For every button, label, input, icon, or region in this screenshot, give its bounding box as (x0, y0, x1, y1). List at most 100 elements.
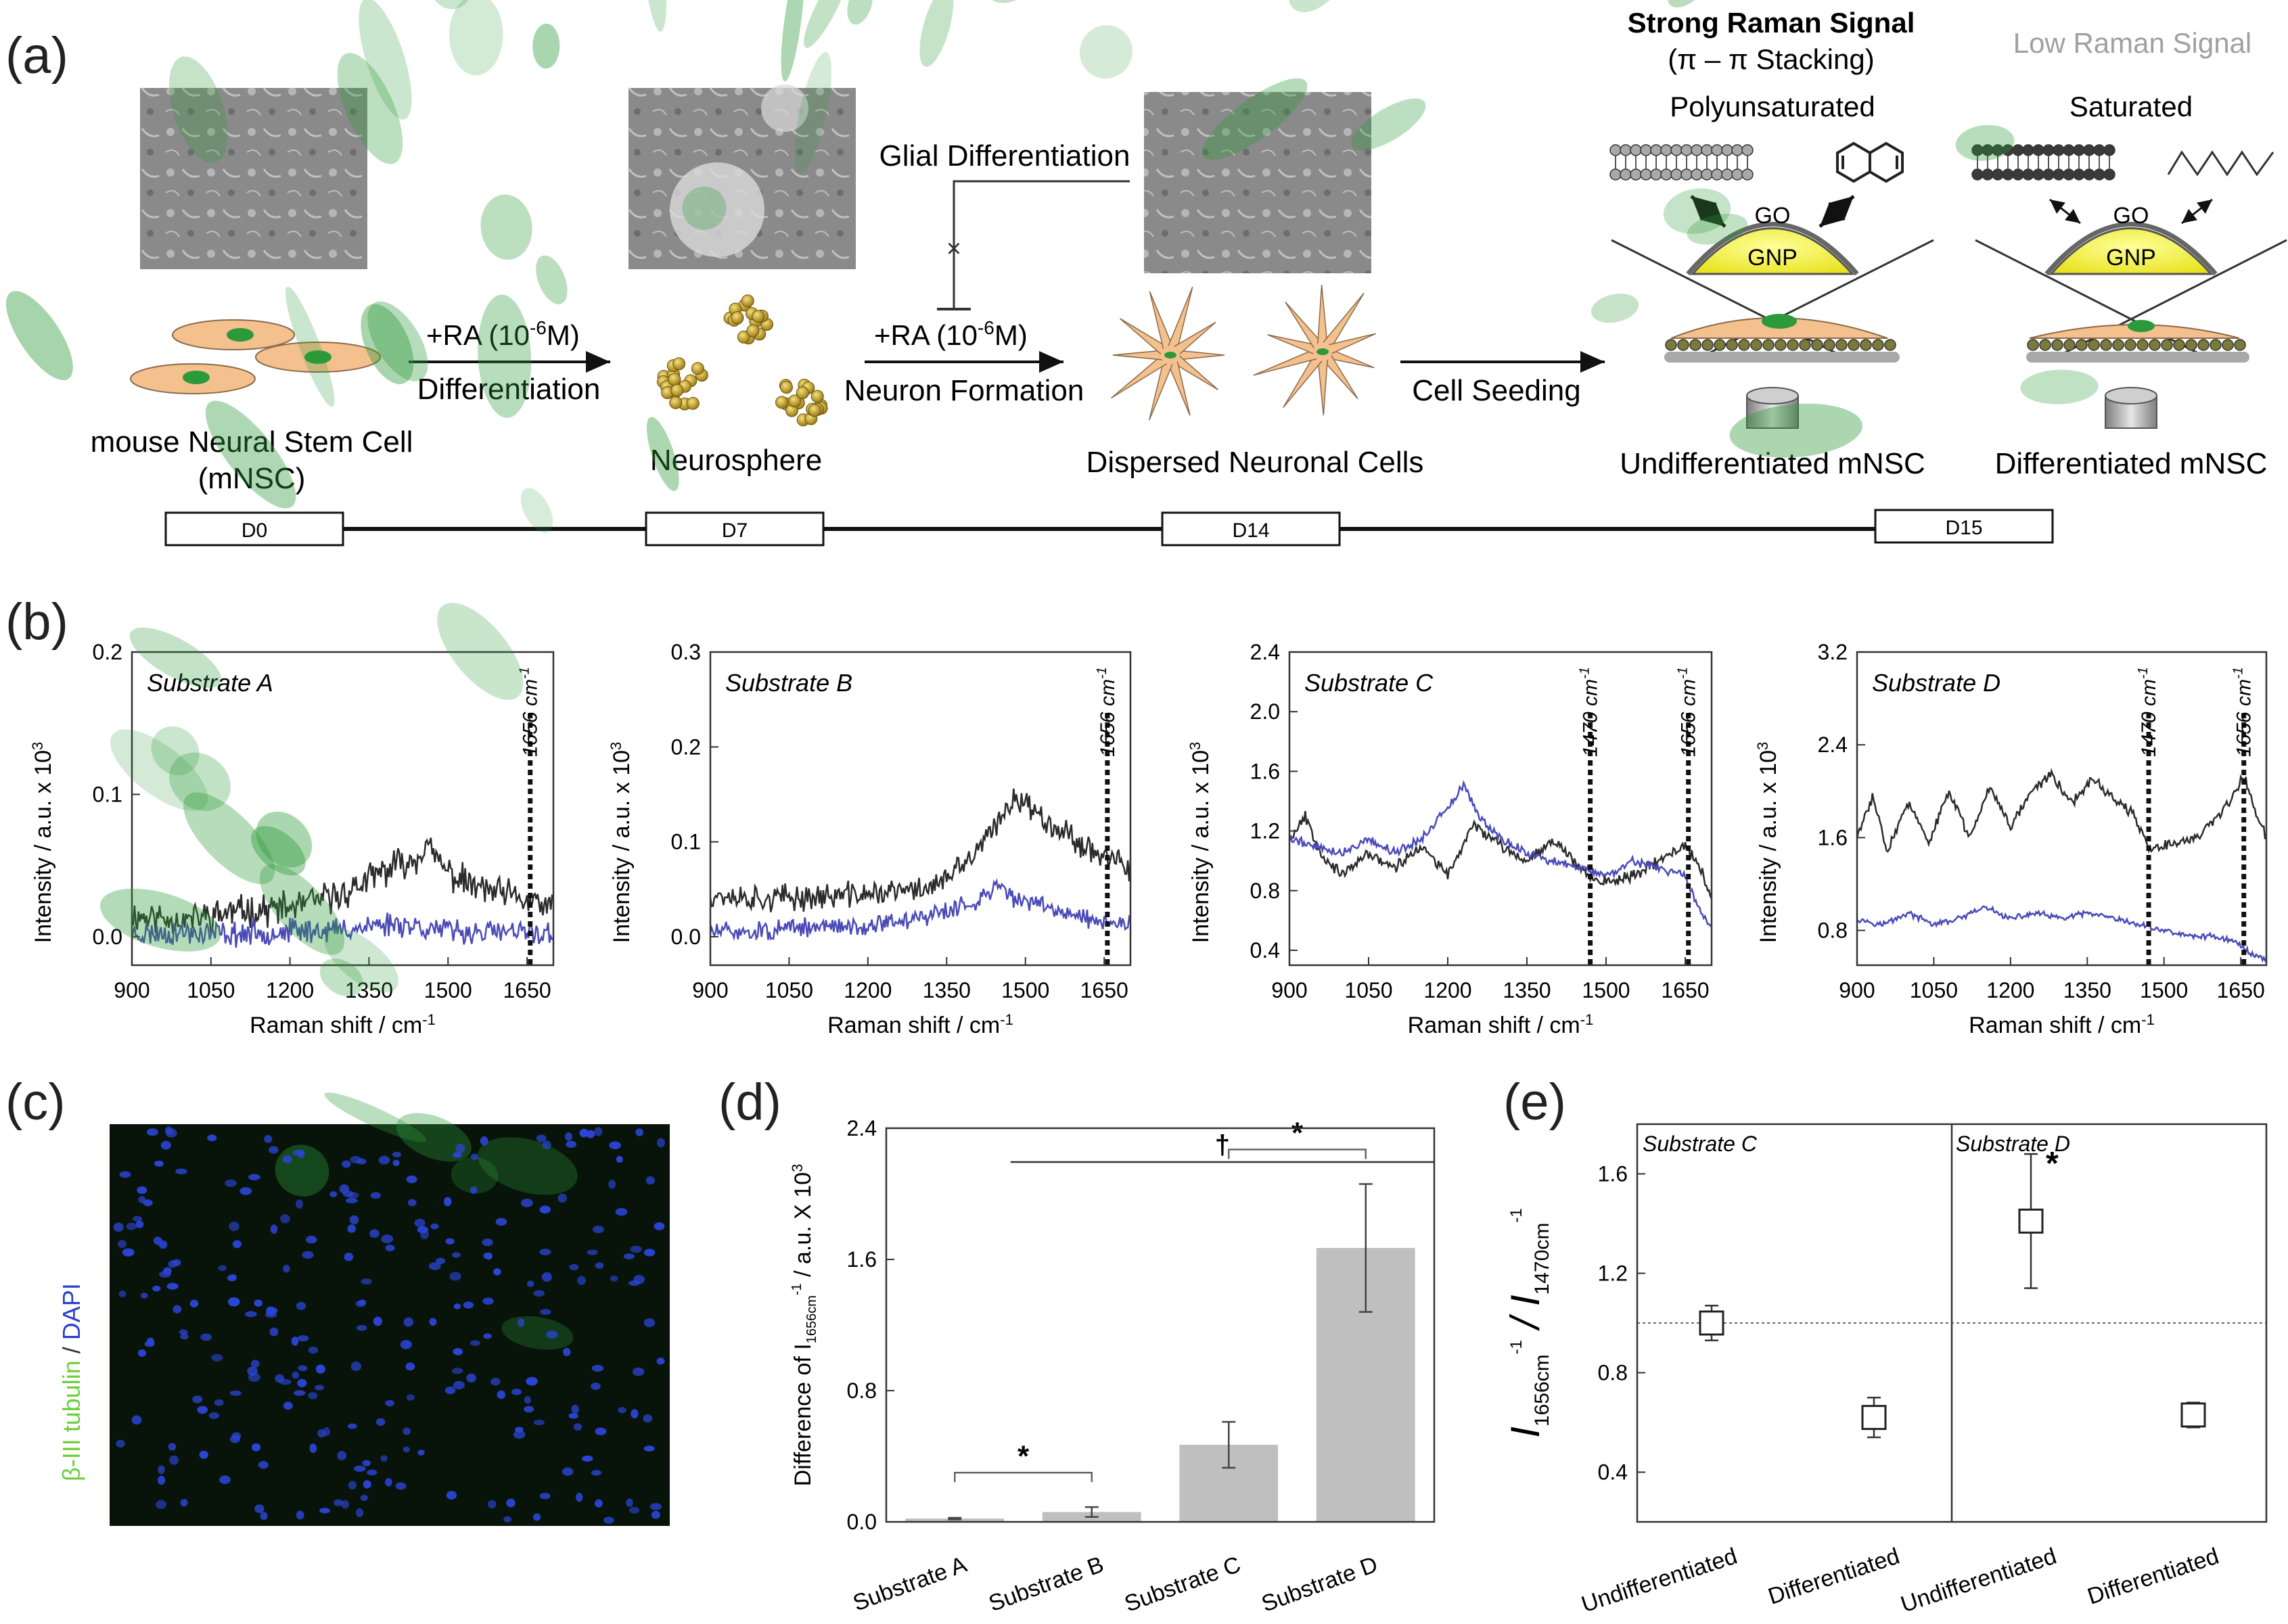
panel-a: mouse Neural Stem Cell (mNSC) +RA (10-6M… (91, 7, 2287, 547)
data-point (1699, 1310, 1724, 1336)
y-axis-label: Intensity / a.u. x 103 (1187, 742, 1214, 944)
lipid-bilayer-light (1609, 144, 1754, 181)
spectrum-series-1 (710, 878, 1130, 942)
aromatic-ring-icon (1836, 141, 1904, 183)
data-point (1861, 1405, 1887, 1431)
interaction-arrow-2 (1818, 195, 1855, 228)
dispersed-label: Dispersed Neuronal Cells (1086, 446, 1424, 479)
x-axis-label: Raman shift / cm-1 (827, 1011, 1013, 1038)
fluorescence-image (110, 1124, 670, 1526)
x-tick-label: 1350 (1503, 978, 1551, 1002)
svg-text:D0: D0 (242, 519, 267, 542)
panel-d: Substrate A Substrate B Substrate C Substra… (789, 1116, 1436, 1617)
arrow1-label-top: +RA (10-6M) (426, 317, 580, 351)
x-axis-label: Raman shift / cm-1 (1408, 1011, 1594, 1038)
x-tick-label: 1050 (1344, 978, 1392, 1002)
panel-b: 1656 cm-1 900 1050 1200 1350 1500 1650 0.0 0.1 0.… (29, 640, 2268, 1038)
y-tick-label: 0.4 (1598, 1460, 1628, 1485)
y-axis-label: Intensity / a.u. x 103 (29, 742, 56, 944)
neurosphere-drawing (656, 294, 828, 427)
x-axis-label: Raman shift / cm-1 (250, 1011, 436, 1038)
timeline-box-d0: D0 (164, 511, 344, 547)
y-tick-label: 0.8 (847, 1378, 877, 1403)
go-label-right: GO (2113, 203, 2149, 229)
polyunsaturated-label: Polyunsaturated (1670, 91, 1875, 122)
svg-text:†: † (1215, 1130, 1230, 1160)
plot-frame (885, 1127, 1436, 1523)
glial-label: Glial Differentiation (879, 139, 1130, 172)
saturated-chain-icon (2167, 150, 2274, 177)
y-tick-label: 0.8 (1818, 919, 1848, 943)
peak-marker-label: 1470 cm-1 (2136, 667, 2160, 757)
neurosphere-cluster (656, 357, 708, 411)
y-tick-label: 1.6 (1818, 825, 1848, 850)
significance-bracket: * (1228, 1117, 1367, 1159)
plot-frame (1856, 651, 2268, 967)
significance-bracket: * (954, 1439, 1093, 1483)
x-tick-label: 1500 (424, 978, 472, 1002)
spectrum-series-1 (1857, 905, 2266, 963)
y-tick-label: 0.3 (671, 640, 701, 664)
interaction-arrow-4 (2181, 198, 2213, 225)
svg-text:*: * (1017, 1439, 1030, 1472)
y-tick-label: 0.1 (93, 782, 122, 806)
arrow2-label-bottom: Neuron Formation (844, 374, 1084, 407)
y-tick-label: 1.6 (847, 1247, 877, 1272)
neurosphere-blob-image (670, 162, 764, 257)
significance-bracket: † (1010, 1130, 1434, 1163)
x-tick-label: 1650 (2217, 978, 2265, 1002)
spectrum-series-0 (132, 837, 553, 935)
x-tick-label: 1350 (923, 978, 971, 1002)
panel-label-b: (b) (5, 593, 68, 651)
chart-title: Substrate C (1304, 669, 1434, 697)
y-tick-label: 0.0 (671, 925, 701, 949)
panel-e: Undifferentiated DifferentiatedUndifferen… (1503, 1123, 2268, 1618)
category-label: Undifferentiated (1578, 1543, 1740, 1617)
x-tick-label: 1500 (2140, 978, 2188, 1002)
timeline-box-d14: D14 (1161, 511, 1341, 547)
category-label: Substrate B (986, 1552, 1107, 1617)
plot-frame (131, 651, 555, 967)
strong-signal-title: Strong Raman Signal (1628, 7, 1915, 39)
spectrum-series-0 (1289, 810, 1712, 900)
low-signal-title: Low Raman Signal (2013, 27, 2252, 59)
x-tick-label: 1500 (1582, 978, 1630, 1002)
arrow1-label-bottom: Differentiation (417, 373, 601, 406)
spectrum-chart: 1470 cm-1 1656 cm-1 900 1050 1200 1350 1500 165… (1754, 640, 2268, 1038)
inhibit-cross: × (946, 235, 961, 263)
svg-text:D14: D14 (1232, 519, 1269, 542)
y-tick-label: 1.6 (1598, 1162, 1628, 1186)
y-axis-label: I1656cm-1 / I1470cm-1 (1503, 1208, 1553, 1438)
spectrum-chart: 1470 cm-1 1656 cm-1 900 1050 1200 1350 1500 165… (1187, 640, 1713, 1038)
glial-branch (953, 180, 1130, 308)
y-axis-label: Intensity / a.u. x 103 (608, 742, 635, 944)
panel-label-e: (e) (1503, 1073, 1566, 1131)
stem-cell-label-1: mouse Neural Stem Cell (91, 425, 413, 459)
x-tick-label: 900 (692, 978, 728, 1002)
y-tick-label: 0.1 (671, 830, 701, 854)
plot-frame (1288, 651, 1713, 967)
neurosphere-label: Neurosphere (650, 444, 822, 477)
substrate-base-left (1664, 352, 1900, 363)
panel-label-a: (a) (5, 27, 68, 85)
plot-frame (709, 651, 1132, 967)
bar-chart: Substrate A Substrate B Substrate C Substra… (789, 1116, 1436, 1617)
y-tick-label: 0.8 (1598, 1361, 1628, 1385)
category-label: Substrate A (850, 1552, 970, 1617)
neurosphere-cluster (723, 294, 774, 345)
category-label: Differentiated (1765, 1543, 1902, 1609)
y-tick-label: 2.0 (1250, 699, 1280, 724)
x-tick-label: 900 (1271, 978, 1307, 1002)
plot-frame (1636, 1123, 2268, 1523)
significance-star: * (2046, 1146, 2059, 1182)
seeding-label: Cell Seeding (1412, 374, 1581, 407)
spectrum-series-1 (132, 912, 553, 948)
stain-label: β-III tubulin / DAPI (58, 1283, 85, 1481)
panel-label-d: (d) (718, 1073, 781, 1131)
y-tick-label: 1.2 (1250, 819, 1280, 843)
substrate-base-right (2026, 352, 2249, 363)
y-tick-label: 0.2 (93, 640, 122, 664)
peak-marker-label: 1656 cm-1 (2231, 667, 2256, 757)
stem-cell-drawing (130, 319, 381, 394)
y-tick-label: 1.2 (1598, 1261, 1628, 1286)
